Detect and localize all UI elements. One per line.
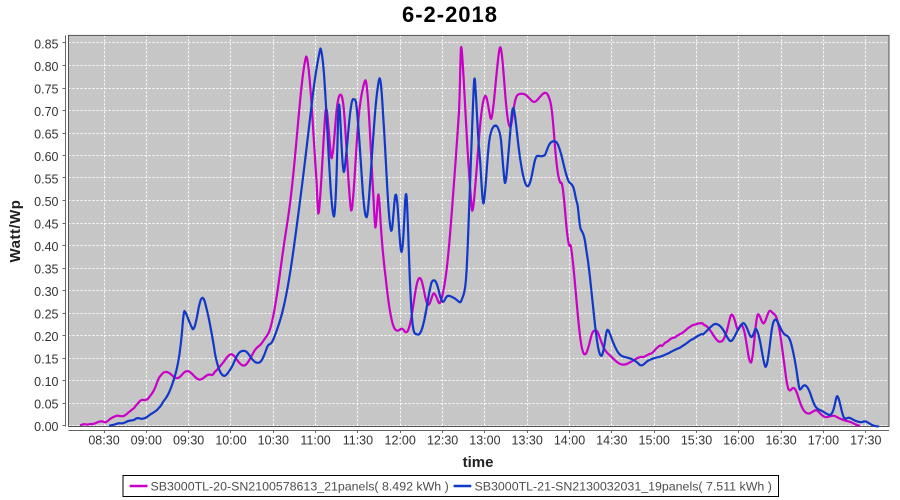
- svg-text:10:00: 10:00: [215, 434, 246, 448]
- svg-text:0.65: 0.65: [34, 127, 58, 141]
- svg-text:Watt/Wp: Watt/Wp: [7, 200, 24, 263]
- svg-text:0.80: 0.80: [34, 60, 58, 74]
- svg-text:11:00: 11:00: [300, 434, 330, 448]
- svg-text:13:00: 13:00: [469, 434, 500, 448]
- svg-text:0.10: 0.10: [34, 375, 58, 389]
- svg-text:14:30: 14:30: [596, 434, 627, 448]
- svg-text:08:30: 08:30: [88, 434, 119, 448]
- svg-text:0.25: 0.25: [34, 307, 58, 321]
- svg-text:0.85: 0.85: [34, 37, 58, 51]
- svg-text:0.75: 0.75: [34, 82, 58, 96]
- svg-text:13:30: 13:30: [512, 434, 543, 448]
- svg-text:SB3000TL-20-SN2100578613_21pan: SB3000TL-20-SN2100578613_21panels( 8.492…: [151, 480, 449, 494]
- svg-text:0.40: 0.40: [34, 240, 58, 254]
- svg-text:0.70: 0.70: [34, 105, 58, 119]
- svg-text:14:00: 14:00: [554, 434, 585, 448]
- svg-text:16:00: 16:00: [723, 434, 754, 448]
- svg-text:10:30: 10:30: [258, 434, 289, 448]
- svg-text:0.05: 0.05: [34, 397, 58, 411]
- svg-text:16:30: 16:30: [765, 434, 796, 448]
- svg-text:SB3000TL-21-SN2130032031_19pan: SB3000TL-21-SN2130032031_19panels( 7.511…: [475, 480, 772, 494]
- svg-text:15:00: 15:00: [639, 434, 670, 448]
- svg-text:0.30: 0.30: [34, 285, 58, 299]
- svg-text:0.45: 0.45: [34, 217, 58, 231]
- svg-text:0.35: 0.35: [34, 262, 58, 276]
- svg-text:0.00: 0.00: [34, 420, 58, 434]
- svg-text:15:30: 15:30: [681, 434, 712, 448]
- svg-text:17:00: 17:00: [808, 434, 839, 448]
- svg-text:11:30: 11:30: [343, 434, 373, 448]
- svg-text:0.60: 0.60: [34, 150, 58, 164]
- svg-text:time: time: [463, 454, 494, 471]
- svg-text:12:00: 12:00: [385, 434, 416, 448]
- svg-text:17:30: 17:30: [850, 434, 881, 448]
- svg-text:0.55: 0.55: [34, 172, 58, 186]
- svg-text:09:00: 09:00: [131, 434, 162, 448]
- svg-text:09:30: 09:30: [173, 434, 204, 448]
- svg-text:0.50: 0.50: [34, 195, 58, 209]
- svg-text:12:30: 12:30: [427, 434, 458, 448]
- svg-text:0.15: 0.15: [34, 352, 58, 366]
- svg-text:0.20: 0.20: [34, 330, 58, 344]
